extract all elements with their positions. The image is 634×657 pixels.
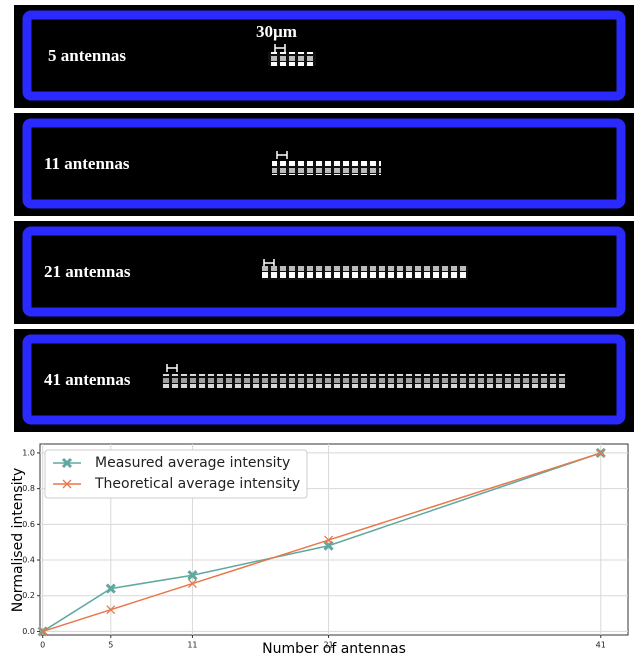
scale-label: 30µm bbox=[256, 22, 297, 41]
x-tick-label: 5 bbox=[108, 641, 113, 650]
panel-label: 11 antennas bbox=[44, 154, 130, 173]
x-tick-label: 11 bbox=[187, 641, 197, 650]
y-tick-label: 0.2 bbox=[22, 591, 35, 600]
x-tick-label: 0 bbox=[40, 641, 45, 650]
panel-label: 21 antennas bbox=[44, 262, 131, 281]
y-tick-label: 0.6 bbox=[22, 520, 35, 529]
panel: 11 antennas bbox=[14, 113, 634, 216]
y-tick-label: 0.0 bbox=[22, 627, 35, 636]
panel: 41 antennas bbox=[14, 329, 634, 432]
y-tick-label: 1.0 bbox=[22, 448, 35, 457]
panel-label: 41 antennas bbox=[44, 370, 131, 389]
y-tick-label: 0.8 bbox=[22, 484, 35, 493]
panel: 21 antennas bbox=[14, 221, 634, 324]
figure: 5 antennas 30µm 11 antennas 21 antennas … bbox=[0, 0, 634, 657]
x-tick-label: 21 bbox=[323, 641, 333, 650]
x-tick-label: 41 bbox=[596, 641, 606, 650]
legend: Measured average intensity Theoretical av… bbox=[45, 450, 307, 498]
x-axis-label: Number of antennas bbox=[262, 641, 406, 657]
legend-label: Theoretical average intensity bbox=[94, 476, 300, 492]
legend-label: Measured average intensity bbox=[95, 455, 290, 471]
panel-label: 5 antennas bbox=[48, 46, 126, 65]
panel: 5 antennas 30µm bbox=[14, 5, 634, 108]
y-tick-label: 0.4 bbox=[22, 556, 35, 565]
